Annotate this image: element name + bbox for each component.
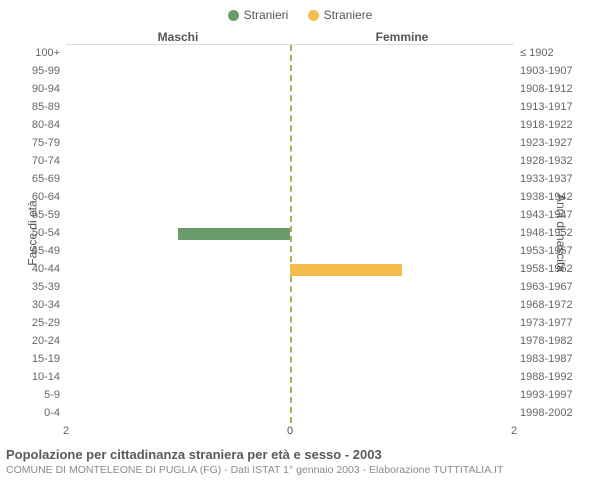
x-tick: 2 xyxy=(63,425,69,437)
footer: Popolazione per cittadinanza straniera p… xyxy=(6,447,594,476)
column-titles: Maschi Femmine xyxy=(6,30,594,44)
y-tick-birth: 1963-1967 xyxy=(520,278,594,296)
bar-row xyxy=(66,207,514,225)
y-tick-age: 0-4 xyxy=(6,404,60,422)
y-tick-age: 80-84 xyxy=(6,116,60,134)
x-axis: 2002 xyxy=(6,425,594,439)
x-axis-plot: 2002 xyxy=(66,425,514,439)
bar-row xyxy=(66,99,514,117)
bar-rows xyxy=(66,45,514,423)
chart-subtitle: COMUNE DI MONTELEONE DI PUGLIA (FG) - Da… xyxy=(6,464,594,476)
y-tick-age: 25-29 xyxy=(6,314,60,332)
y-tick-birth: 1993-1997 xyxy=(520,386,594,404)
y-tick-birth: 1908-1912 xyxy=(520,80,594,98)
y-tick-age: 95-99 xyxy=(6,62,60,80)
y-tick-age: 20-24 xyxy=(6,332,60,350)
y-tick-birth: 1913-1917 xyxy=(520,98,594,116)
bar-row xyxy=(66,297,514,315)
y-tick-age: 100+ xyxy=(6,44,60,62)
y-tick-age: 10-14 xyxy=(6,368,60,386)
bar-row xyxy=(66,153,514,171)
y-axis-left: Fasce di età 100+95-9990-9485-8980-8475-… xyxy=(6,44,66,423)
legend-swatch-female xyxy=(308,10,319,21)
y-tick-age: 85-89 xyxy=(6,98,60,116)
bar-row xyxy=(66,45,514,63)
y-tick-birth: 1988-1992 xyxy=(520,368,594,386)
plot-area xyxy=(66,44,514,423)
legend-item-male: Stranieri xyxy=(228,8,289,22)
y-tick-birth: ≤ 1902 xyxy=(520,44,594,62)
bar-row xyxy=(66,333,514,351)
chart: Maschi Femmine Fasce di età 100+95-9990-… xyxy=(6,30,594,439)
y-axis-right-title: Anni di nascita xyxy=(554,194,568,272)
column-title-female: Femmine xyxy=(290,30,514,44)
bar-row xyxy=(66,135,514,153)
bar-row xyxy=(66,369,514,387)
y-tick-birth: 1923-1927 xyxy=(520,134,594,152)
bar-row xyxy=(66,387,514,405)
bar-row xyxy=(66,261,514,279)
column-title-male: Maschi xyxy=(66,30,290,44)
y-tick-age: 35-39 xyxy=(6,278,60,296)
bar-row xyxy=(66,279,514,297)
y-tick-birth: 1933-1937 xyxy=(520,170,594,188)
x-tick: 0 xyxy=(287,425,293,437)
y-tick-birth: 1968-1972 xyxy=(520,296,594,314)
y-tick-age: 5-9 xyxy=(6,386,60,404)
y-tick-age: 30-34 xyxy=(6,296,60,314)
bar-row xyxy=(66,63,514,81)
y-tick-age: 70-74 xyxy=(6,152,60,170)
bar-row xyxy=(66,405,514,423)
x-tick: 2 xyxy=(511,425,517,437)
y-tick-birth: 1918-1922 xyxy=(520,116,594,134)
bar-row xyxy=(66,189,514,207)
chart-container: Stranieri Straniere Maschi Femmine Fasce… xyxy=(0,0,600,482)
y-tick-age: 65-69 xyxy=(6,170,60,188)
y-tick-birth: 1998-2002 xyxy=(520,404,594,422)
y-tick-age: 90-94 xyxy=(6,80,60,98)
y-tick-birth: 1983-1987 xyxy=(520,350,594,368)
bar-row xyxy=(66,315,514,333)
bar-female xyxy=(290,264,402,276)
legend-swatch-male xyxy=(228,10,239,21)
chart-title: Popolazione per cittadinanza straniera p… xyxy=(6,447,594,462)
bar-row xyxy=(66,243,514,261)
bar-row xyxy=(66,81,514,99)
y-tick-birth: 1978-1982 xyxy=(520,332,594,350)
bar-row xyxy=(66,117,514,135)
y-tick-age: 15-19 xyxy=(6,350,60,368)
y-tick-birth: 1973-1977 xyxy=(520,314,594,332)
bar-row xyxy=(66,351,514,369)
bar-row xyxy=(66,225,514,243)
y-axis-left-title: Fasce di età xyxy=(26,200,40,265)
y-tick-birth: 1903-1907 xyxy=(520,62,594,80)
y-tick-birth: 1928-1932 xyxy=(520,152,594,170)
legend: Stranieri Straniere xyxy=(6,8,594,24)
bar-row xyxy=(66,171,514,189)
y-tick-age: 75-79 xyxy=(6,134,60,152)
plot-row: Fasce di età 100+95-9990-9485-8980-8475-… xyxy=(6,44,594,423)
legend-item-female: Straniere xyxy=(308,8,373,22)
bar-male xyxy=(178,228,290,240)
legend-label-female: Straniere xyxy=(324,8,373,22)
y-axis-right: Anni di nascita ≤ 19021903-19071908-1912… xyxy=(514,44,594,423)
legend-label-male: Stranieri xyxy=(244,8,289,22)
